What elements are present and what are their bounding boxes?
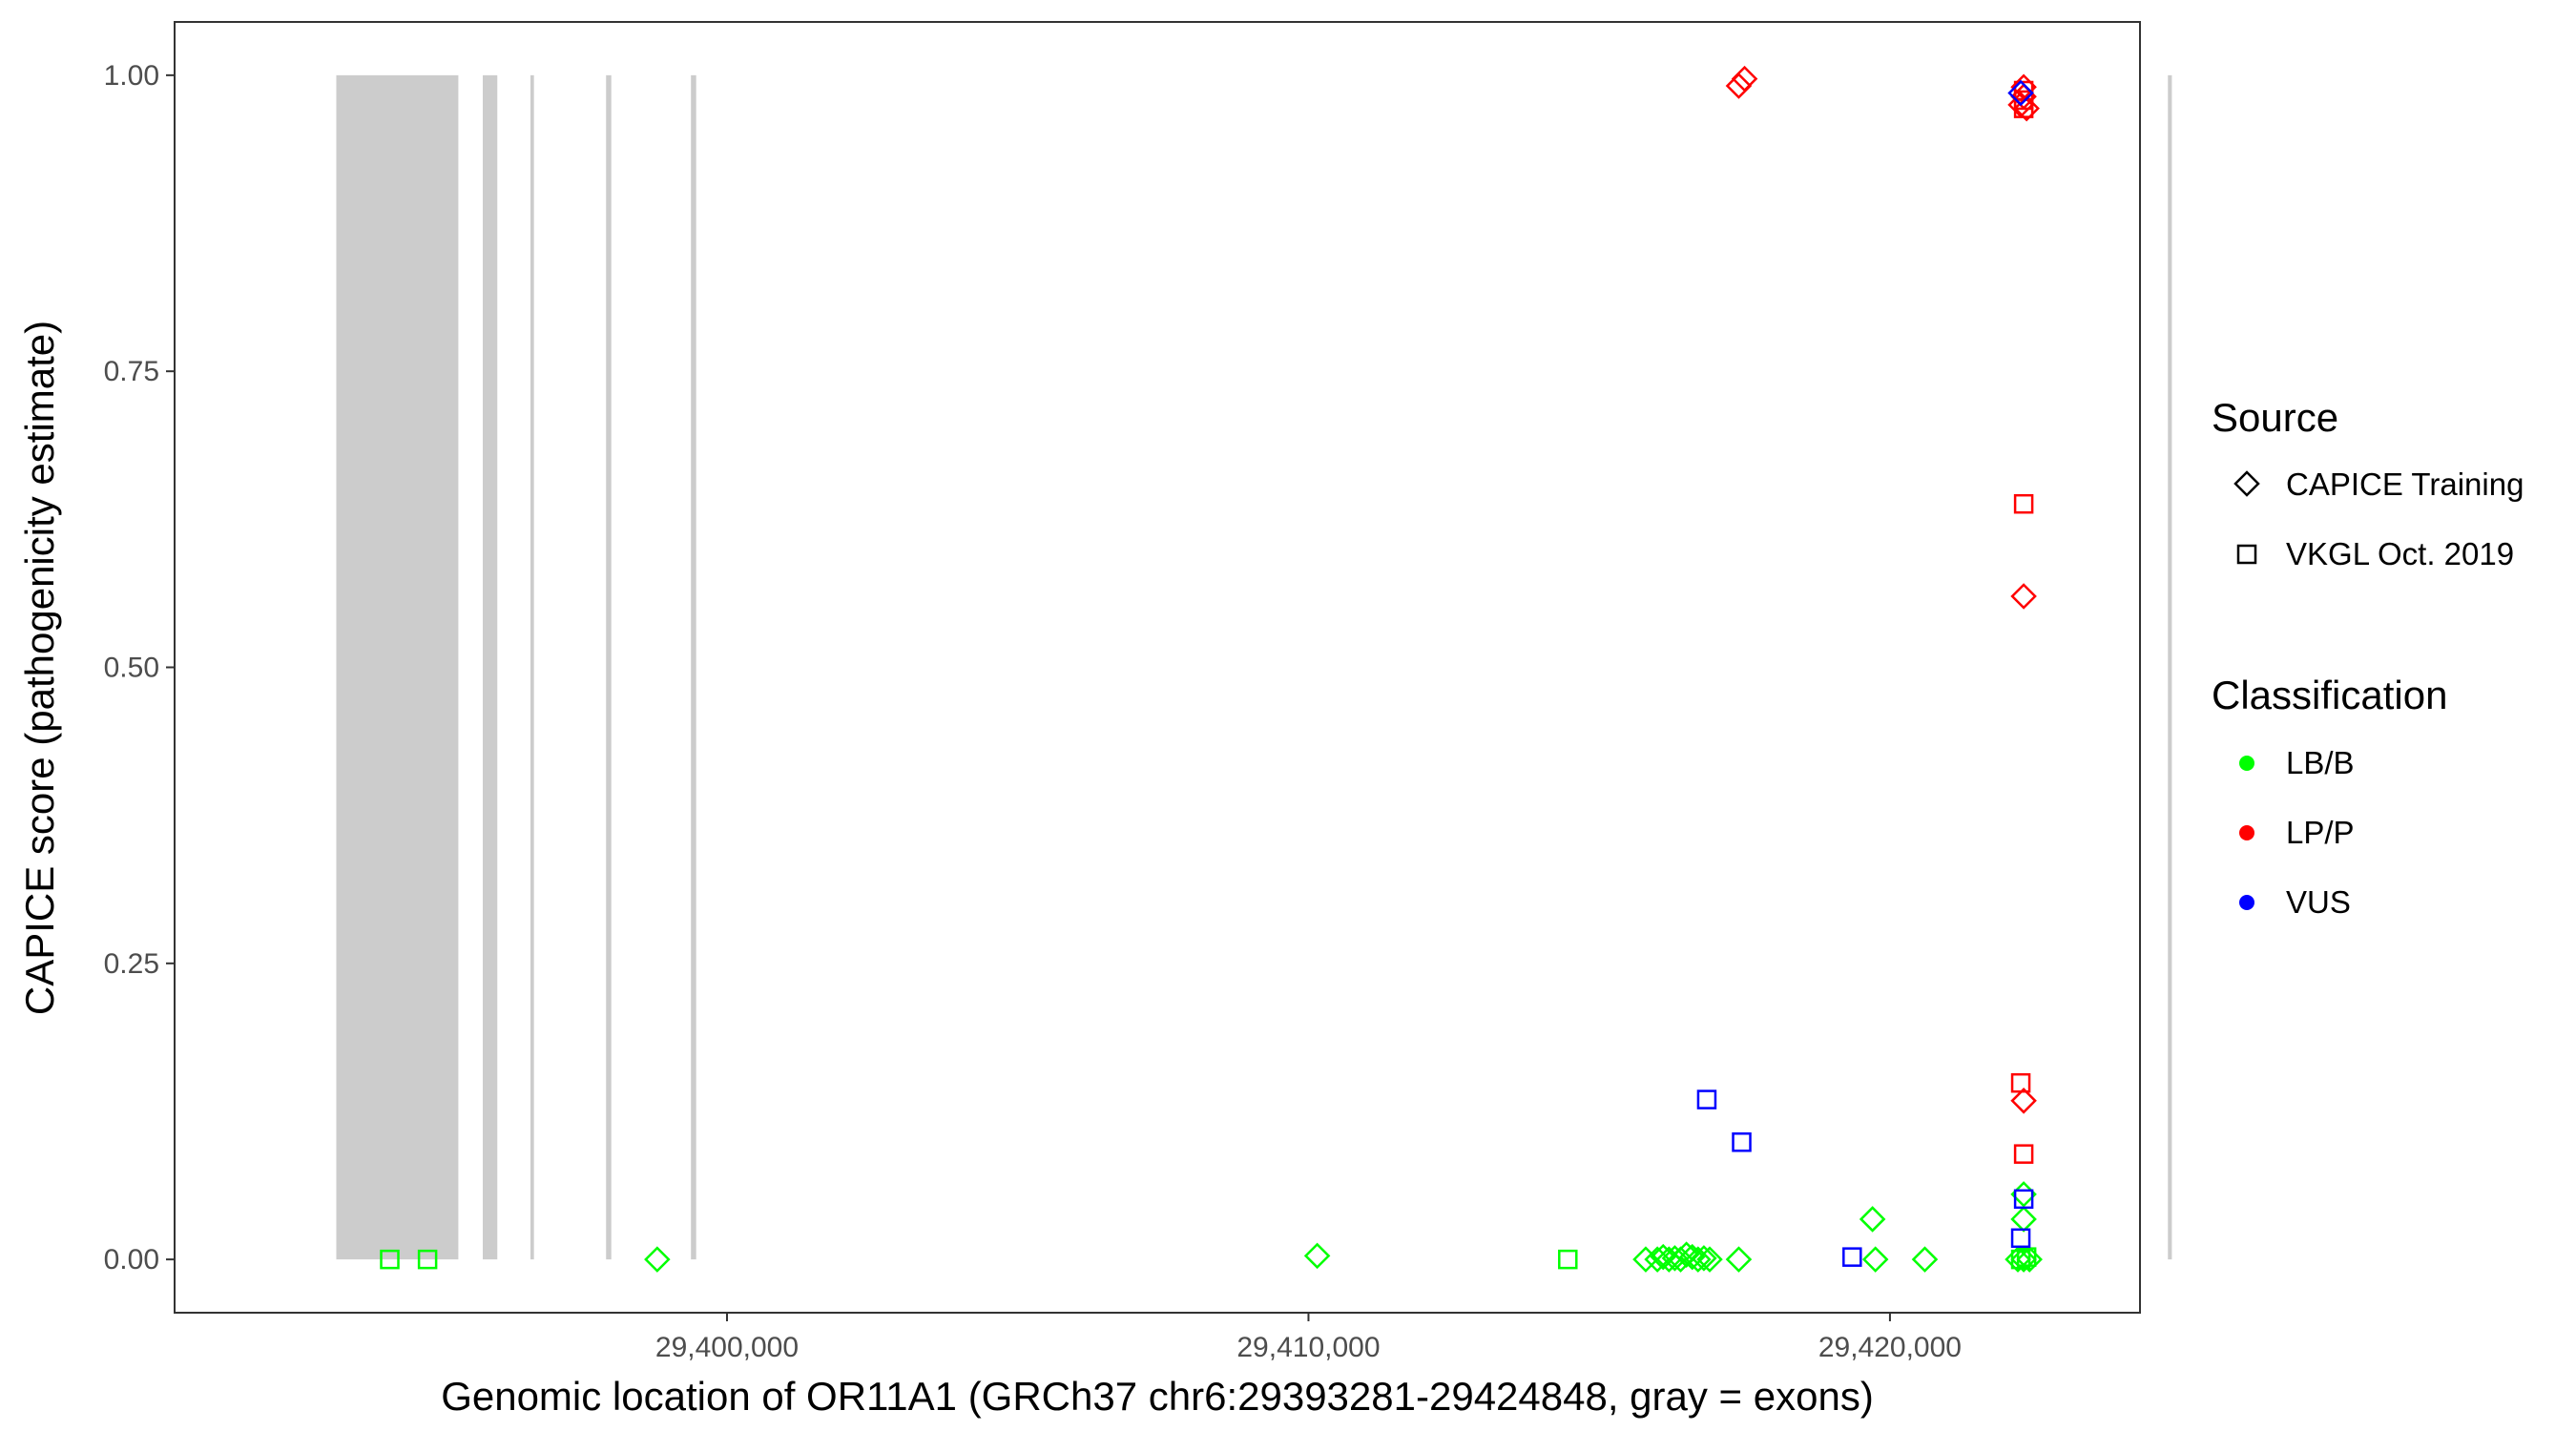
legend-source-item-vkgl: VKGL Oct. 2019: [2286, 536, 2514, 571]
data-point-square: [1558, 1249, 1578, 1270]
data-point-diamond: [2016, 1246, 2043, 1273]
data-points: [380, 65, 2043, 1273]
data-point-square: [2013, 493, 2034, 514]
data-point-square: [1696, 1089, 1717, 1110]
exon-bar: [530, 74, 534, 1260]
data-point-square: [2010, 1072, 2031, 1093]
exon-bar: [606, 74, 612, 1260]
x-tick-label: 29,420,000: [1818, 1332, 1962, 1363]
data-point-diamond: [1731, 65, 1758, 93]
legend-source: Source CAPICE Training VKGL Oct. 2019: [2212, 395, 2524, 571]
legend-classification-title: Classification: [2212, 673, 2447, 717]
legend-square-icon: [2236, 544, 2257, 565]
data-point-square: [2013, 98, 2034, 118]
legend-classification: Classification LB/B LP/P VUS: [2212, 673, 2447, 920]
legend-vus-dot-icon: [2239, 895, 2254, 910]
data-point-diamond: [1678, 1243, 1706, 1271]
y-axis-title: CAPICE score (pathogenicity estimate): [17, 321, 62, 1015]
exon-bar: [691, 74, 696, 1260]
exon-bar: [483, 74, 498, 1260]
data-point-diamond: [1696, 1246, 1723, 1273]
data-point-square: [2010, 1228, 2031, 1249]
x-tick-label: 29,410,000: [1236, 1332, 1380, 1363]
axes: 0.00 0.25 0.50 0.75 1.00 29,400,000 29,410,000…: [104, 60, 1962, 1363]
legend-lbb-dot-icon: [2239, 756, 2254, 771]
data-point-diamond: [1725, 1246, 1753, 1273]
x-tick-label: 29,400,000: [655, 1332, 799, 1363]
data-point-diamond: [2010, 1088, 2037, 1114]
data-point-diamond: [1650, 1243, 1677, 1271]
data-point-diamond: [2010, 583, 2037, 610]
legend-classification-item-lpp: LP/P: [2286, 815, 2355, 850]
data-point-square: [2013, 1189, 2034, 1210]
data-point-square: [380, 1249, 400, 1270]
data-point-diamond: [2007, 79, 2034, 107]
data-point-diamond: [2013, 94, 2040, 122]
y-tick-label: 0.75: [104, 356, 159, 387]
data-point-diamond: [1685, 1246, 1712, 1273]
data-point-diamond: [1691, 1245, 1717, 1272]
data-point-diamond: [2005, 1246, 2031, 1273]
legend-classification-item-vus: VUS: [2286, 884, 2351, 920]
y-tick-label: 0.25: [104, 948, 159, 980]
data-point-diamond: [1911, 1246, 1939, 1273]
data-point-square: [2016, 1247, 2037, 1267]
legend-source-item-capice-training: CAPICE Training: [2286, 467, 2524, 502]
y-tick-label: 1.00: [104, 60, 159, 92]
data-point-diamond: [1725, 73, 1753, 99]
x-axis-title: Genomic location of OR11A1 (GRCh37 chr6:…: [441, 1374, 1874, 1419]
y-tick-label: 0.50: [104, 653, 159, 684]
data-point-square: [1732, 1132, 1752, 1152]
data-point-square: [417, 1249, 438, 1270]
y-tick-label: 0.00: [104, 1244, 159, 1275]
data-point-square: [2013, 1144, 2034, 1164]
legend-source-title: Source: [2212, 395, 2338, 440]
legend-lpp-dot-icon: [2239, 825, 2254, 840]
data-point-square: [1842, 1247, 1862, 1267]
data-point-diamond: [644, 1246, 671, 1273]
data-point-diamond: [1667, 1246, 1694, 1273]
exon-bar: [2168, 74, 2172, 1260]
data-point-diamond: [1861, 1246, 1889, 1273]
data-point-diamond: [2010, 1246, 2037, 1273]
exon-bar: [336, 74, 459, 1260]
exon-bars: [336, 74, 2172, 1260]
data-point-diamond: [1303, 1242, 1331, 1270]
legend-diamond-icon: [2233, 470, 2260, 497]
legend-classification-item-lbb: LB/B: [2286, 745, 2355, 780]
data-point-diamond: [1859, 1206, 1886, 1233]
data-point-square: [2010, 1249, 2031, 1270]
